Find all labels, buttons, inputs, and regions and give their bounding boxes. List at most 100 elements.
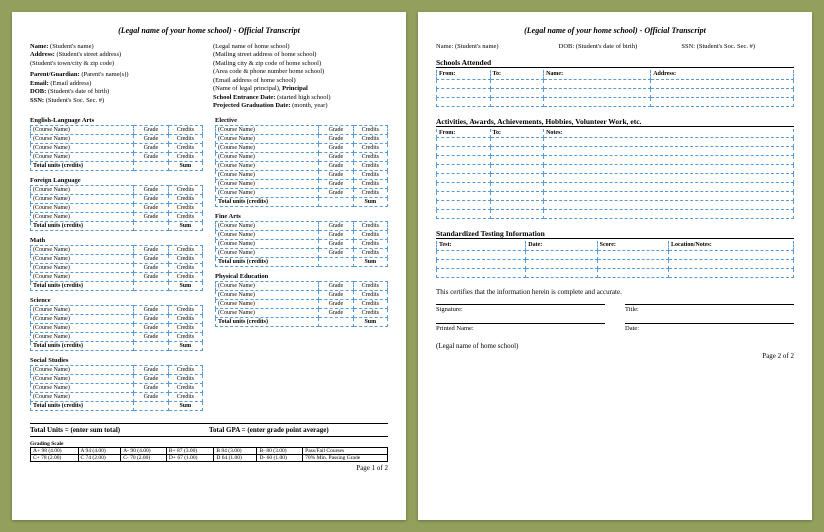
- grid-head: Date:: [526, 241, 597, 250]
- grid-head: Name:: [544, 70, 651, 79]
- course-table: (Course Name)GradeCredits(Course Name)Gr…: [30, 245, 203, 291]
- course-table: (Course Name)GradeCredits(Course Name)Gr…: [30, 185, 203, 231]
- course-row: (Course Name)GradeCredits: [31, 185, 203, 194]
- page-number-2: Page 2 of 2: [436, 352, 794, 360]
- course-row: (Course Name)GradeCredits: [31, 392, 203, 401]
- total-row: Total units (credits)Sum: [31, 281, 203, 290]
- grading-cell: C+ 78 (2.00): [31, 454, 79, 461]
- course-row: (Course Name)GradeCredits: [31, 134, 203, 143]
- course-row: (Course Name)GradeCredits: [216, 152, 388, 161]
- grading-cell: D 64 (1.00): [214, 454, 257, 461]
- transcript-title: (Legal name of your home school) - Offic…: [30, 26, 388, 35]
- course-row: (Course Name)GradeCredits: [31, 314, 203, 323]
- grading-cell: B 84 (3.00): [214, 447, 257, 454]
- subject-block: Physical Education(Course Name)GradeCred…: [215, 273, 388, 327]
- grading-cell: A+ 98 (4.00): [31, 447, 79, 454]
- course-row: (Course Name)GradeCredits: [216, 230, 388, 239]
- subject-block: Math(Course Name)GradeCredits(Course Nam…: [30, 237, 203, 291]
- course-row: (Course Name)GradeCredits: [31, 152, 203, 161]
- grid-row: [437, 210, 794, 219]
- subject-block: Foreign Language(Course Name)GradeCredit…: [30, 177, 203, 231]
- course-row: (Course Name)GradeCredits: [216, 221, 388, 230]
- subject-title: Physical Education: [215, 273, 388, 280]
- subject-title: Foreign Language: [30, 177, 203, 184]
- legal-name: (Legal name of home school): [436, 342, 794, 350]
- course-row: (Course Name)GradeCredits: [216, 125, 388, 134]
- grid-head: Notes:: [544, 129, 794, 138]
- subject-title: Science: [30, 297, 203, 304]
- grid-head: Score:: [597, 241, 668, 250]
- course-row: (Course Name)GradeCredits: [31, 212, 203, 221]
- total-units: Total Units = (enter sum total): [30, 426, 209, 434]
- course-table: (Course Name)GradeCredits(Course Name)Gr…: [30, 365, 203, 411]
- course-row: (Course Name)GradeCredits: [31, 194, 203, 203]
- info-left: Name: (Student's name)Address: (Student'…: [30, 43, 205, 111]
- total-row: Total units (credits)Sum: [31, 401, 203, 410]
- total-row: Total units (credits)Sum: [216, 197, 388, 206]
- grading-cell: A 94 (4.00): [78, 447, 121, 454]
- course-row: (Course Name)GradeCredits: [31, 143, 203, 152]
- page-1: (Legal name of your home school) - Offic…: [12, 12, 406, 520]
- grid-head: To:: [490, 129, 544, 138]
- grid-row: [437, 174, 794, 183]
- course-row: (Course Name)GradeCredits: [216, 188, 388, 197]
- course-row: (Course Name)GradeCredits: [216, 290, 388, 299]
- grid-row: [437, 156, 794, 165]
- grading-cell: C- 70 (2.00): [121, 454, 167, 461]
- course-row: (Course Name)GradeCredits: [31, 365, 203, 374]
- subject-block: Science(Course Name)GradeCredits(Course …: [30, 297, 203, 351]
- course-table: (Course Name)GradeCredits (Course Name)Gr…: [30, 305, 203, 351]
- grading-cell: D- 60 (1.00): [257, 454, 303, 461]
- course-row: (Course Name)GradeCredits: [216, 281, 388, 290]
- subjects-block: English-Language Arts (Course Name)GradeC…: [30, 117, 388, 417]
- student-info-block: Name: (Student's name)Address: (Student'…: [30, 43, 388, 111]
- grid-head: From:: [437, 70, 491, 79]
- testing-title: Standardized Testing Information: [436, 229, 794, 239]
- signature-line: Date:: [625, 323, 794, 332]
- course-row: (Course Name)GradeCredits: [31, 332, 203, 341]
- course-table: (Course Name)GradeCredits(Course Name)Gr…: [215, 281, 388, 327]
- subjects-column-2: Elective(Course Name)GradeCredits(Course…: [215, 117, 388, 417]
- grid-row: [437, 268, 794, 277]
- grid-row: [437, 165, 794, 174]
- grid-row: [437, 88, 794, 97]
- header-info: Name: (Student's name) DOB: (Student's d…: [436, 43, 794, 50]
- signature-line: Title:: [625, 304, 794, 313]
- total-row: Total units (credits)Sum: [31, 221, 203, 230]
- grid-head: To:: [490, 70, 544, 79]
- course-row: (Course Name)GradeCredits: [216, 239, 388, 248]
- testing-table: Test:Date:Score:Location/Notes:: [436, 241, 794, 278]
- subject-block: English-Language Arts(Course Name)GradeC…: [30, 117, 203, 171]
- course-row: (Course Name)GradeCredits: [31, 263, 203, 272]
- signature-block: Signature:Title:Printed Name:Date:: [436, 304, 794, 332]
- info-right: (Legal name of home school)(Mailing stre…: [213, 43, 388, 111]
- course-table: (Course Name)GradeCredits(Course Name)Gr…: [30, 125, 203, 171]
- hdr-ssn: SSN: (Student's Soc. Sec. #): [681, 43, 794, 50]
- grading-cell: B- 80 (3.00): [257, 447, 303, 454]
- course-table: (Course Name)GradeCredits(Course Name)Gr…: [215, 125, 388, 207]
- course-row: (Course Name)GradeCredits: [216, 134, 388, 143]
- total-row: Total units (credits)Sum: [216, 257, 388, 266]
- grading-cell: D+ 67 (1.00): [166, 454, 214, 461]
- grid-row: [437, 97, 794, 106]
- subject-title: English-Language Arts: [30, 117, 203, 124]
- total-row: Total units (credits)Sum: [216, 317, 388, 326]
- grid-head: Test:: [437, 241, 526, 250]
- course-row: (Course Name)GradeCredits: [216, 170, 388, 179]
- course-row: (Course Name)GradeCredits: [216, 308, 388, 317]
- hdr-dob: DOB: (Student's date of birth): [559, 43, 672, 50]
- grid-row: [437, 201, 794, 210]
- grading-cell: C 74 (2.00): [78, 454, 121, 461]
- page-number-1: Page 1 of 2: [30, 464, 388, 472]
- transcript-title-2: (Legal name of your home school) - Offic…: [436, 26, 794, 35]
- grading-cell: 70% Min. Passing Grade: [303, 454, 388, 461]
- total-row: Total units (credits)Sum: [31, 341, 203, 350]
- signature-line: Signature:: [436, 304, 605, 313]
- activities-title: Activities, Awards, Achievements, Hobbie…: [436, 117, 794, 127]
- grid-head: Location/Notes:: [669, 241, 794, 250]
- course-row: (Course Name)GradeCredits: [216, 179, 388, 188]
- grading-cell: A- 90 (4.00): [121, 447, 167, 454]
- subject-title: Fine Arts: [215, 213, 388, 220]
- grid-head: From:: [437, 129, 491, 138]
- course-row: (Course Name)GradeCredits: [31, 374, 203, 383]
